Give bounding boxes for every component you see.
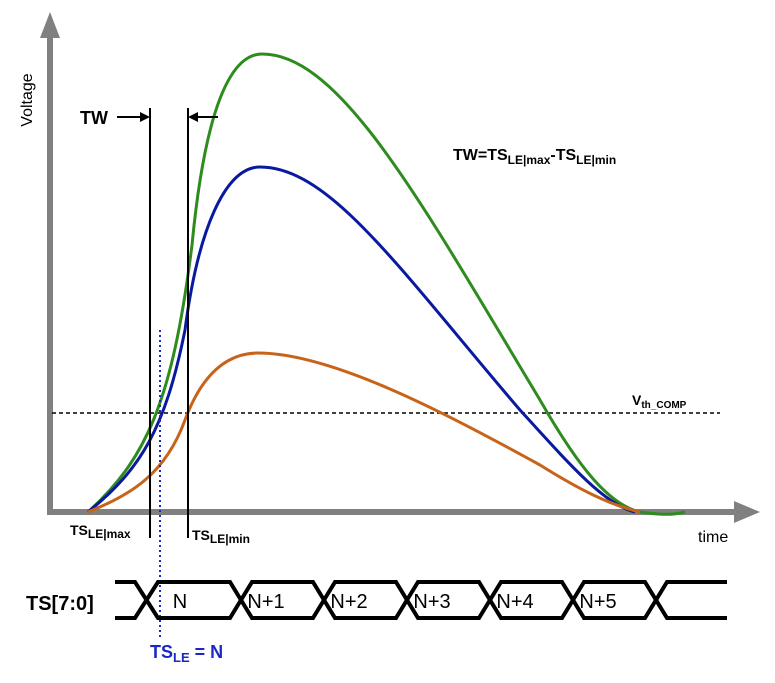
tw-label: TW [80,108,108,128]
bus-waveform [115,580,727,620]
ts-le-min-label: TSLE|min [192,527,250,546]
x-axis-arrowhead [734,501,760,523]
bus-name: TS[7:0] [26,593,94,615]
bus-value-2: N+1 [247,591,284,613]
x-axis-label: time [698,529,728,546]
y-axis-label: Voltage [19,73,36,126]
bus-value-3: N+2 [330,591,367,613]
pulse-curve-medium [87,165,636,514]
ts-le-max-label: TSLE|max [70,522,131,541]
bus-value-6: N+5 [579,591,616,613]
pulse-curve-large [86,52,686,516]
bus-value-5: N+4 [496,591,533,613]
ts-le-value-label: TSLE = N [150,642,223,665]
pulse-curve-small [87,351,641,514]
y-axis-arrowhead [40,12,60,38]
tw-formula: TW=TSLE|max-TSLE|min [453,147,616,167]
tw-left-arrowhead [140,112,150,122]
bus-value-1: N [173,591,187,613]
bus-value-4: N+3 [413,591,450,613]
axes [40,12,760,523]
threshold-label: Vth_COMP [632,392,687,411]
tw-right-arrowhead [188,112,198,122]
bus-values: N N+1 N+2 N+3 N+4 N+5 [173,591,617,613]
